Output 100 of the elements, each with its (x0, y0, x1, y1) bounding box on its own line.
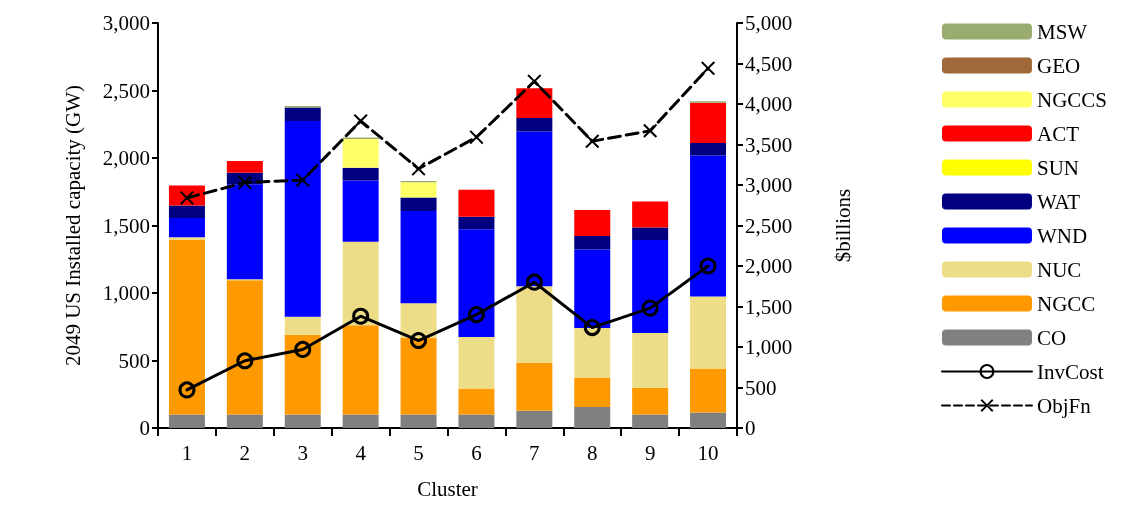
bar (690, 142, 727, 156)
y2-axis-title: $billions (830, 188, 855, 263)
bar (400, 197, 437, 212)
bar (168, 205, 205, 219)
legend-label: NGCCS (1036, 87, 1108, 112)
legend-label: NGCC (1036, 291, 1096, 316)
bar (226, 161, 263, 173)
legend-label: WND (1036, 223, 1088, 248)
bar (342, 414, 379, 428)
y2-tick-label: 1,000 (745, 335, 793, 359)
bar (516, 410, 553, 428)
bar (284, 107, 321, 121)
x-tick-label: 7 (529, 440, 540, 465)
point (585, 134, 600, 149)
bar (226, 184, 263, 280)
bar (574, 328, 611, 379)
x-tick-label: 9 (644, 440, 656, 465)
bar (400, 211, 437, 304)
point (699, 257, 717, 275)
bar (400, 303, 437, 338)
y2-tick-label: 4,000 (745, 92, 793, 116)
legend-label: ACT (1036, 121, 1080, 146)
legend-label: ObjFn (1036, 393, 1092, 418)
bar (632, 414, 669, 428)
bar (516, 131, 553, 287)
x-axis-title: Cluster (417, 476, 478, 501)
bar (458, 189, 495, 217)
y2-tick-label: 500 (745, 375, 777, 400)
bar (632, 201, 669, 228)
bar (400, 414, 437, 428)
point (643, 123, 658, 138)
point (237, 175, 252, 190)
bar (632, 387, 669, 415)
point (583, 319, 601, 337)
y-tick-label: 1,000 (102, 281, 150, 305)
x-tick-label: 5 (413, 440, 424, 465)
x-tick-label: 1 (181, 440, 193, 465)
bar (632, 239, 669, 333)
point (469, 130, 484, 145)
legend-label: WAT (1036, 189, 1081, 214)
x-tick-label: 3 (297, 440, 308, 465)
y-tick-label: 2,000 (102, 146, 150, 170)
legend-label: CO (1036, 325, 1067, 350)
bar (516, 88, 553, 118)
bar (226, 414, 263, 428)
y-tick-label: 0 (139, 416, 150, 440)
y2-tick-label: 2,500 (745, 213, 793, 238)
bar (574, 378, 611, 407)
y-tick-label: 1,500 (102, 213, 150, 238)
bar (342, 167, 379, 181)
bar (226, 280, 263, 415)
bar (400, 337, 437, 415)
point (178, 381, 196, 399)
point (353, 114, 368, 129)
bar (342, 180, 379, 242)
bar (458, 216, 495, 230)
bar (690, 296, 727, 369)
bar (284, 414, 321, 428)
bar (284, 316, 321, 335)
bar (632, 227, 669, 240)
y2-tick-label: 5,000 (745, 11, 793, 35)
bar (284, 120, 321, 317)
bar (342, 241, 379, 326)
y2-tick-label: 3,500 (745, 132, 793, 157)
x-tick-label: 6 (471, 440, 482, 465)
bar (458, 414, 495, 428)
bar (690, 155, 727, 297)
bar (574, 249, 611, 329)
bar (690, 368, 727, 413)
point (411, 161, 426, 176)
bar (574, 210, 611, 237)
bar (168, 237, 205, 240)
bar (458, 388, 495, 415)
point (701, 61, 716, 76)
point (352, 307, 370, 325)
y2-tick-label: 3,000 (745, 173, 793, 197)
legend-label: GEO (1036, 53, 1081, 78)
bar (690, 102, 727, 143)
point (236, 352, 254, 370)
x-tick-label: 2 (239, 440, 251, 465)
bar (458, 229, 495, 337)
bar (574, 236, 611, 250)
y-tick-label: 2,500 (102, 78, 150, 103)
point (527, 74, 542, 89)
point (467, 306, 485, 324)
y2-tick-label: 2,000 (745, 254, 793, 278)
bar (690, 412, 727, 428)
point (295, 173, 310, 188)
bar (168, 218, 205, 238)
y-tick-label: 500 (118, 348, 150, 373)
bar (168, 239, 205, 415)
bar (284, 334, 321, 415)
bar (516, 117, 553, 132)
bar (632, 332, 669, 388)
y2-tick-label: 1,500 (745, 294, 793, 319)
bar (574, 406, 611, 428)
y-tick-label: 3,000 (102, 11, 150, 35)
legend-label: NUC (1036, 257, 1082, 282)
legend-label: MSW (1036, 19, 1088, 44)
x-tick-label: 10 (697, 440, 719, 465)
